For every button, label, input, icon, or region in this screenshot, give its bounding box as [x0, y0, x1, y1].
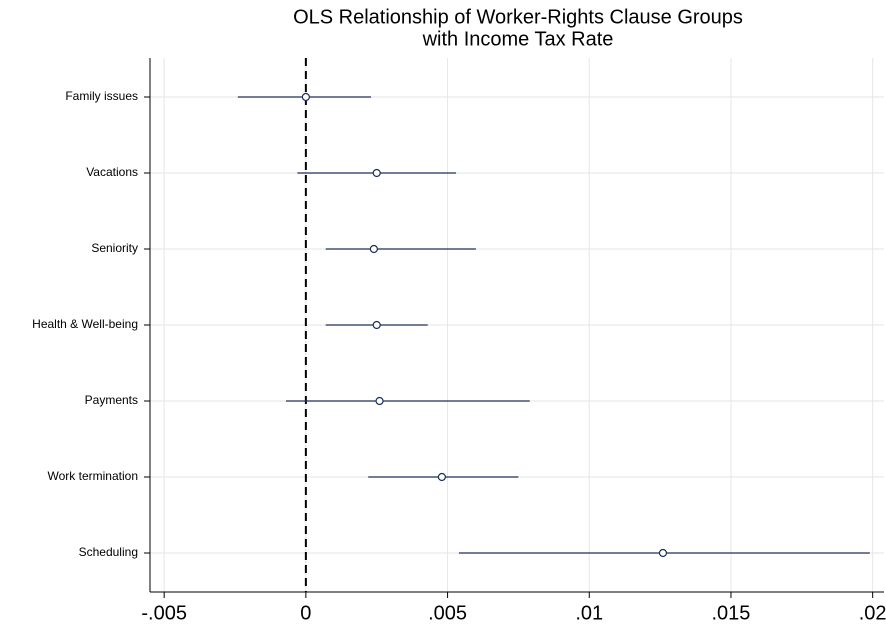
y-tick-label: Scheduling	[79, 545, 138, 559]
y-tick-label: Work termination	[48, 469, 138, 483]
y-tick-label: Family issues	[65, 89, 138, 103]
x-tick-label: -.005	[141, 602, 187, 624]
y-tick-label: Health & Well-being	[32, 317, 138, 331]
point-estimate	[375, 396, 384, 406]
y-tick-label: Vacations	[86, 165, 138, 179]
point-estimate	[437, 472, 446, 482]
chart-title: OLS Relationship of Worker-Rights Clause…	[293, 6, 743, 28]
chart-title: with Income Tax Rate	[422, 28, 614, 50]
point-estimate	[658, 548, 668, 558]
x-tick-label: .02	[859, 602, 886, 624]
point-estimate	[301, 92, 310, 102]
x-tick-label: 0	[300, 602, 311, 624]
y-tick-label: Seniority	[91, 241, 138, 255]
x-tick-label: .005	[428, 602, 467, 624]
x-tick-label: .01	[575, 602, 603, 624]
x-tick-label: .015	[711, 602, 750, 624]
point-estimate	[369, 244, 378, 254]
y-tick-label: Payments	[85, 393, 138, 407]
point-estimate	[372, 168, 381, 178]
point-estimate	[372, 320, 381, 330]
